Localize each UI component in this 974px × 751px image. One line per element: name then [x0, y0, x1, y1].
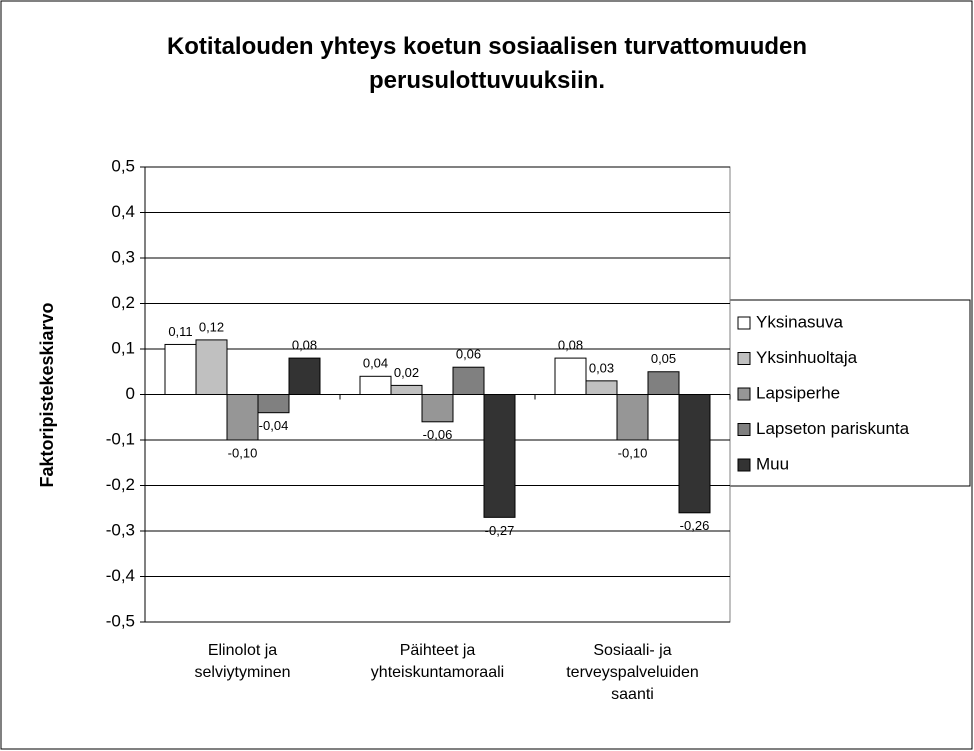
y-tick-label: -0,1 [106, 429, 135, 448]
data-label: 0,11 [168, 324, 192, 339]
y-tick-label: -0,4 [106, 566, 135, 585]
data-label: 0,08 [292, 338, 317, 353]
y-tick-label: 0,5 [111, 156, 135, 175]
legend-swatch [737, 423, 751, 436]
legend-label: Yksinhuoltaja [756, 348, 858, 367]
bar [647, 371, 680, 395]
y-tick-label: -0,2 [106, 475, 135, 494]
data-label: -0,10 [618, 445, 648, 460]
chart-title: Kotitalouden yhteys koetun sosiaalisen t… [166, 33, 808, 94]
bar [483, 394, 516, 518]
bar [164, 343, 197, 396]
legend [728, 299, 971, 487]
data-label: 0,03 [589, 360, 614, 375]
legend-swatch [737, 316, 751, 330]
x-tick-label: Sosiaali- ja terveyspalveluiden saanti [566, 642, 699, 703]
data-label: -0,06 [423, 427, 453, 442]
bar [390, 384, 423, 395]
y-tick-label: 0,2 [111, 293, 135, 312]
data-label: -0,10 [228, 445, 258, 460]
bar [288, 357, 321, 396]
data-label: 0,04 [363, 356, 388, 371]
data-label: 0,06 [456, 347, 481, 362]
bar [616, 394, 649, 441]
y-tick-label: -0,5 [106, 611, 135, 630]
data-label: -0,04 [259, 418, 289, 433]
y-tick-label: 0 [126, 384, 135, 403]
x-tick-label: Elinolot ja selviytyminen [194, 642, 291, 681]
data-label: -0,27 [485, 523, 515, 538]
bar [257, 394, 290, 414]
data-label: 0,08 [558, 338, 583, 353]
bar [452, 366, 485, 396]
y-tick-label: -0,3 [106, 520, 135, 539]
legend-swatch [737, 387, 751, 401]
y-tick-label: 0,3 [111, 247, 135, 266]
legend-label: Muu [756, 454, 789, 473]
y-axis-label: Faktoripistekeskiarvo [37, 302, 57, 487]
bar [226, 394, 259, 441]
bar [195, 339, 228, 395]
data-label: 0,12 [199, 319, 224, 334]
legend-swatch [737, 458, 751, 472]
legend-label: Lapsiperhe [756, 383, 840, 402]
legend-label: Yksinasuva [756, 312, 843, 331]
data-label: 0,05 [651, 351, 676, 366]
x-tick-label: Päihteet ja yhteiskuntamoraali [370, 642, 505, 681]
bar [585, 380, 618, 396]
bar [554, 357, 587, 396]
legend-swatch [737, 352, 751, 365]
bar [678, 394, 711, 514]
legend-label: Lapseton pariskunta [756, 419, 910, 438]
y-tick-label: 0,4 [111, 202, 135, 221]
data-label: -0,26 [680, 518, 710, 533]
bar [359, 375, 392, 395]
data-label: 0,02 [394, 365, 419, 380]
y-tick-label: 0,1 [111, 338, 135, 357]
bar [421, 394, 454, 423]
